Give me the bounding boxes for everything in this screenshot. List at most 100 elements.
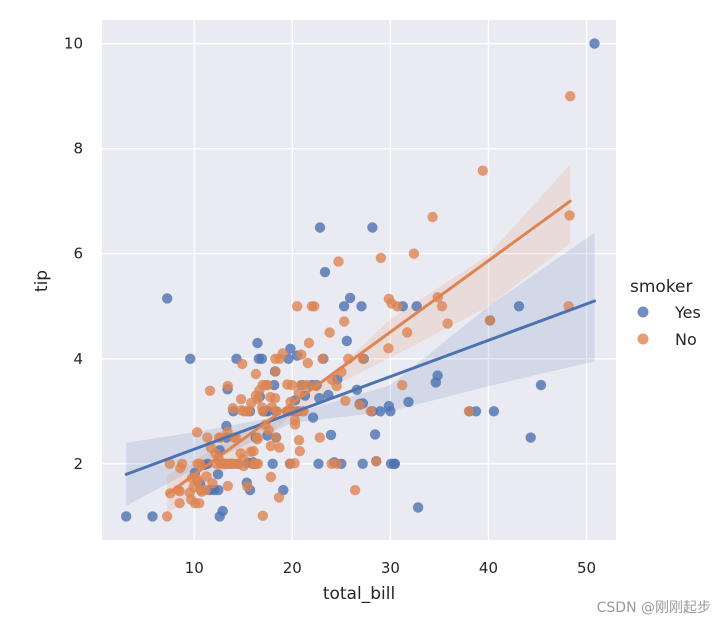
point-no: [207, 478, 218, 489]
y-tick-label: 8: [73, 140, 83, 158]
point-yes: [356, 301, 367, 312]
point-no: [263, 425, 274, 436]
point-no: [250, 390, 262, 401]
point-no: [222, 480, 233, 492]
point-no: [286, 379, 298, 391]
point-no: [235, 394, 247, 405]
point-no: [564, 210, 575, 221]
point-no: [252, 434, 263, 445]
point-no: [242, 481, 253, 492]
point-no: [162, 511, 173, 522]
point-no: [365, 406, 376, 417]
point-yes: [285, 343, 296, 354]
point-no: [257, 510, 268, 521]
point-yes: [344, 292, 356, 304]
point-no: [463, 406, 475, 417]
point-no: [354, 399, 365, 411]
point-no: [238, 460, 249, 472]
legend-label-no: No: [675, 330, 697, 349]
point-no: [402, 327, 413, 338]
point-yes: [314, 222, 326, 233]
x-axis-label: total_bill: [323, 584, 395, 604]
point-no: [222, 380, 233, 392]
legend-marker-yes: [637, 306, 649, 318]
watermark: CSDN @刚刚起步: [596, 600, 711, 616]
point-yes: [147, 511, 158, 522]
point-yes: [411, 301, 422, 312]
point-no: [294, 446, 305, 457]
point-yes: [369, 429, 381, 440]
y-tick-label: 4: [73, 350, 83, 368]
point-no: [340, 395, 351, 406]
point-no: [292, 301, 303, 312]
point-no: [397, 379, 408, 391]
regression-line-no: [165, 199, 572, 496]
point-no: [339, 316, 350, 327]
point-no: [477, 165, 488, 176]
point-no: [333, 256, 344, 267]
point-no: [195, 458, 206, 469]
point-no: [442, 318, 453, 329]
y-tick-label: 6: [73, 245, 83, 263]
point-yes: [325, 429, 337, 441]
point-no: [164, 458, 175, 469]
x-tick-labels: 10 20 30 40 50: [185, 559, 596, 577]
point-yes: [338, 301, 350, 312]
point-no: [331, 380, 342, 392]
point-yes: [383, 400, 395, 412]
plot-background: [102, 20, 616, 540]
point-yes: [367, 222, 378, 233]
point-yes: [389, 458, 401, 469]
point-yes: [375, 406, 386, 417]
point-no: [176, 458, 188, 469]
point-no: [270, 366, 281, 377]
y-tick-label: 10: [64, 35, 83, 53]
point-yes: [217, 505, 228, 517]
point-no: [303, 337, 315, 349]
point-no: [227, 403, 239, 414]
x-tick-label: 20: [283, 559, 302, 577]
legend-label-yes: Yes: [674, 303, 701, 322]
point-no: [314, 432, 325, 443]
y-tick-labels: 2 4 6 8 10: [64, 35, 83, 473]
point-no: [174, 498, 185, 509]
point-no: [565, 91, 576, 102]
point-no: [202, 432, 213, 443]
point-no: [265, 440, 276, 452]
point-no: [273, 492, 285, 503]
point-no: [201, 471, 212, 482]
point-yes: [121, 511, 132, 522]
point-no: [194, 498, 205, 509]
point-no: [204, 385, 216, 396]
point-yes: [162, 293, 173, 304]
point-yes: [488, 406, 500, 417]
regression-lines: [124, 199, 597, 496]
point-no: [257, 406, 269, 417]
point-no: [270, 393, 281, 404]
point-no: [317, 353, 328, 364]
point-no: [192, 476, 203, 487]
point-no: [371, 456, 382, 467]
regression-line-yes: [124, 299, 597, 476]
point-no: [427, 211, 438, 223]
point-yes: [267, 458, 278, 469]
point-no: [293, 435, 305, 446]
point-no: [349, 484, 361, 496]
point-no: [289, 458, 300, 469]
point-yes: [412, 502, 424, 513]
point-yes: [357, 458, 368, 469]
point-yes: [252, 337, 263, 349]
scatter-points: [121, 38, 600, 522]
point-no: [277, 348, 288, 359]
point-no: [243, 406, 254, 417]
point-no: [252, 458, 264, 469]
point-no: [237, 358, 248, 370]
point-yes: [307, 412, 319, 423]
point-no: [357, 353, 369, 364]
legend-title: smoker: [630, 277, 693, 297]
x-tick-label: 50: [577, 559, 596, 577]
point-no: [289, 419, 301, 430]
point-no: [392, 301, 403, 312]
point-no: [301, 379, 313, 391]
